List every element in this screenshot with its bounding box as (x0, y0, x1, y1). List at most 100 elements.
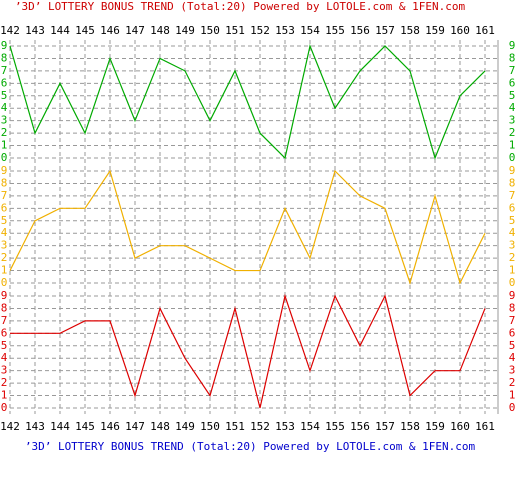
x-tick-label: 153 (275, 24, 295, 37)
y-tick-label: 7 (1, 64, 8, 77)
y-tick-label: 7 (509, 189, 516, 202)
y-tick-label: 2 (509, 126, 516, 139)
y-tick-label: 9 (1, 164, 8, 177)
y-tick-label: 6 (509, 76, 516, 89)
y-tick-label: 7 (1, 189, 8, 202)
y-tick-label: 9 (509, 164, 516, 177)
x-tick-label: 147 (125, 24, 145, 37)
x-tick-label: 156 (350, 24, 370, 37)
x-tick-label: 160 (450, 24, 470, 37)
y-tick-label: 9 (1, 289, 8, 302)
x-tick-label: 153 (275, 420, 295, 433)
x-tick-label: 142 (0, 24, 20, 37)
x-tick-label: 156 (350, 420, 370, 433)
y-tick-label: 5 (509, 214, 516, 227)
y-tick-label: 8 (1, 51, 8, 64)
chart-footer: ’3D’ LOTTERY BONUS TREND (Total:20) Powe… (25, 440, 476, 453)
x-tick-label: 142 (0, 420, 20, 433)
y-tick-label: 3 (509, 114, 516, 127)
x-tick-label: 149 (175, 420, 195, 433)
x-tick-label: 148 (150, 24, 170, 37)
y-tick-label: 3 (1, 114, 8, 127)
y-tick-label: 7 (509, 64, 516, 77)
y-tick-label: 4 (509, 101, 516, 114)
x-tick-label: 149 (175, 24, 195, 37)
x-tick-label: 146 (100, 24, 120, 37)
y-tick-label: 7 (1, 314, 8, 327)
y-tick-label: 9 (509, 289, 516, 302)
y-tick-label: 3 (509, 239, 516, 252)
y-tick-label: 4 (509, 351, 516, 364)
x-tick-label: 161 (475, 420, 495, 433)
x-tick-label: 154 (300, 24, 320, 37)
x-tick-label: 157 (375, 420, 395, 433)
x-tick-label: 161 (475, 24, 495, 37)
x-tick-label: 144 (50, 420, 70, 433)
y-tick-label: 0 (509, 276, 516, 289)
y-tick-label: 4 (1, 101, 8, 114)
y-tick-label: 2 (509, 251, 516, 264)
x-tick-label: 155 (325, 420, 345, 433)
x-tick-label: 151 (225, 420, 245, 433)
y-tick-label: 0 (509, 401, 516, 414)
x-tick-label: 151 (225, 24, 245, 37)
y-tick-label: 1 (1, 389, 8, 402)
x-tick-label: 150 (200, 420, 220, 433)
trend-line (9, 169, 486, 286)
y-tick-label: 0 (1, 401, 8, 414)
chart-title: ’3D’ LOTTERY BONUS TREND (Total:20) Powe… (15, 0, 466, 13)
y-tick-label: 8 (509, 176, 516, 189)
x-tick-label: 158 (400, 420, 420, 433)
y-tick-label: 9 (1, 39, 8, 52)
y-tick-label: 4 (1, 226, 8, 239)
y-tick-label: 8 (1, 176, 8, 189)
x-tick-label: 145 (75, 420, 95, 433)
y-tick-label: 8 (509, 301, 516, 314)
y-tick-label: 4 (509, 226, 516, 239)
x-tick-label: 159 (425, 420, 445, 433)
y-tick-label: 3 (1, 364, 8, 377)
y-tick-label: 2 (1, 126, 8, 139)
y-tick-label: 7 (509, 314, 516, 327)
y-tick-label: 3 (509, 364, 516, 377)
x-tick-label: 152 (250, 420, 270, 433)
y-tick-label: 5 (509, 89, 516, 102)
y-tick-label: 1 (1, 264, 8, 277)
y-tick-label: 6 (509, 201, 516, 214)
x-tick-label: 157 (375, 24, 395, 37)
y-tick-label: 2 (509, 376, 516, 389)
y-tick-label: 9 (509, 39, 516, 52)
x-tick-label: 158 (400, 24, 420, 37)
y-tick-label: 1 (1, 139, 8, 152)
y-tick-label: 3 (1, 239, 8, 252)
x-tick-label: 145 (75, 24, 95, 37)
y-tick-label: 4 (1, 351, 8, 364)
y-tick-label: 8 (1, 301, 8, 314)
x-tick-label: 147 (125, 420, 145, 433)
x-tick-label: 143 (25, 420, 45, 433)
x-tick-label: 155 (325, 24, 345, 37)
x-tick-label: 143 (25, 24, 45, 37)
y-tick-label: 5 (509, 339, 516, 352)
y-tick-label: 6 (1, 201, 8, 214)
x-tick-label: 144 (50, 24, 70, 37)
y-tick-label: 1 (509, 264, 516, 277)
y-tick-label: 5 (1, 339, 8, 352)
y-tick-label: 0 (1, 151, 8, 164)
y-tick-label: 1 (509, 139, 516, 152)
y-tick-label: 5 (1, 214, 8, 227)
x-tick-label: 150 (200, 24, 220, 37)
y-tick-label: 0 (1, 276, 8, 289)
x-tick-label: 152 (250, 24, 270, 37)
x-tick-label: 154 (300, 420, 320, 433)
trend-line (10, 293, 486, 409)
y-tick-label: 2 (1, 376, 8, 389)
trend-line (9, 43, 486, 160)
y-tick-label: 6 (509, 326, 516, 339)
y-tick-label: 6 (1, 326, 8, 339)
y-tick-label: 5 (1, 89, 8, 102)
y-tick-label: 1 (509, 389, 516, 402)
x-tick-label: 146 (100, 420, 120, 433)
y-tick-label: 6 (1, 76, 8, 89)
